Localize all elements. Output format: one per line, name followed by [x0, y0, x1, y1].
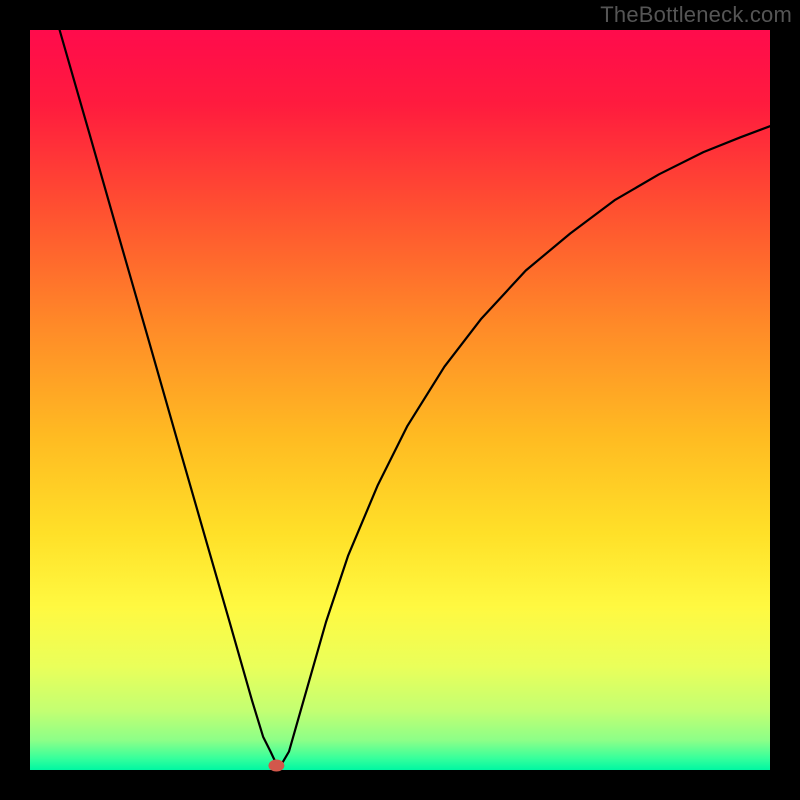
optimum-marker — [268, 760, 284, 772]
watermark-text: TheBottleneck.com — [600, 2, 792, 28]
chart-plot-area — [30, 30, 770, 770]
chart-container: TheBottleneck.com — [0, 0, 800, 800]
bottleneck-chart — [0, 0, 800, 800]
